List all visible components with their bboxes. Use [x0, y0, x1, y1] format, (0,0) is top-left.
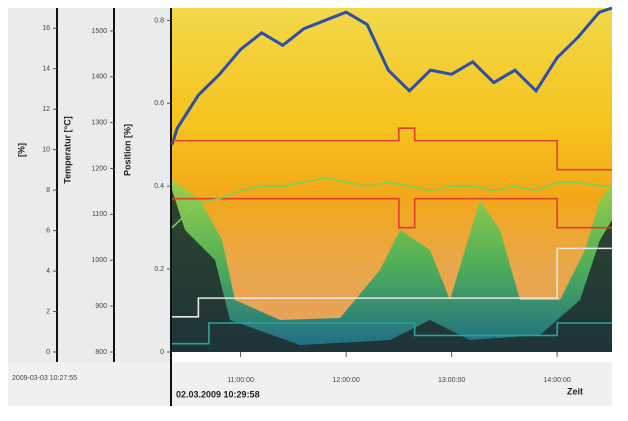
tick-label: 12: [42, 106, 50, 113]
y-axis-label: Position [%]: [122, 124, 132, 176]
tick-label: 6: [46, 227, 50, 234]
tick-label: 4: [46, 268, 50, 275]
tick-label: 14: [42, 66, 50, 73]
tick-label: 16: [42, 25, 50, 32]
tick-label: 1400: [91, 74, 107, 81]
series-line: [171, 177, 612, 229]
x-axis-label: Zeit: [567, 386, 583, 396]
tick-label: 800: [95, 349, 107, 356]
cool-zone: [172, 180, 612, 352]
tick-label: 0: [46, 349, 50, 356]
timestamp-main: 02.03.2009 10:29:58: [176, 389, 260, 399]
tick-label: 900: [95, 303, 107, 310]
x-tick-label: 11:00:00: [227, 377, 254, 384]
series-line: [172, 247, 612, 318]
x-tick-label: 12:00:00: [332, 377, 359, 384]
series-line: [172, 197, 612, 229]
y3-axis-label: [%]: [16, 143, 26, 157]
tick-label: 1300: [91, 120, 107, 127]
tick-label: 1100: [92, 211, 107, 218]
timestamp-left: 2009-03-03 10:27:55: [12, 375, 77, 382]
tick-label: 1500: [91, 28, 107, 35]
axis-panel: [8, 8, 172, 362]
series-line: [172, 127, 612, 171]
tick-label: 0: [160, 349, 164, 356]
x-tick-label: 14:00:00: [544, 377, 571, 384]
x-tick-label: 13:00:00: [438, 377, 465, 384]
tick-label: 2: [46, 308, 50, 315]
tick-label: 0.2: [154, 266, 164, 273]
y2-axis-label: Temperatur [°C]: [62, 116, 72, 183]
series-line: [170, 6, 613, 146]
tick-label: 0.8: [154, 17, 164, 24]
tick-label: 0.4: [154, 183, 164, 190]
dark-zone: [172, 190, 612, 352]
tick-label: 8: [46, 187, 50, 194]
tick-label: 10: [42, 146, 50, 153]
tick-label: 1200: [91, 165, 107, 172]
tick-label: 1000: [91, 257, 107, 264]
series-line: [172, 322, 612, 345]
tick-label: 0.6: [154, 100, 164, 107]
time-panel: [8, 362, 612, 406]
